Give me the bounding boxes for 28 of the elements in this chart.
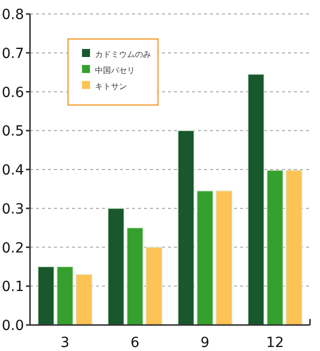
- bar: [146, 246, 162, 326]
- y-tick-label: 0.3: [2, 201, 24, 218]
- y-tick-label: 0.2: [2, 240, 24, 256]
- bar: [76, 274, 92, 326]
- y-tick-label: 0.0: [2, 318, 24, 334]
- x-tick-label: 9: [200, 335, 210, 351]
- bar: [56, 266, 74, 326]
- x-tick-label: 6: [130, 335, 140, 351]
- bar: [266, 170, 284, 326]
- y-tick-label: 0.1: [2, 279, 24, 296]
- legend-label: キトサン: [95, 82, 127, 91]
- bar: [216, 190, 232, 326]
- y-tick-label: 0.6: [2, 84, 24, 101]
- y-tick-label: 0.4: [2, 162, 24, 178]
- y-tick-label: 0.5: [2, 124, 24, 140]
- legend-label: 中国パセリ: [95, 66, 135, 75]
- bar: [108, 208, 124, 326]
- y-tick-label: 0.8: [2, 7, 24, 23]
- legend-label: カドミウムのみ: [95, 50, 151, 59]
- bar: [38, 266, 54, 326]
- bar: [178, 130, 194, 326]
- x-tick-label: 3: [60, 335, 70, 351]
- bar: [286, 170, 302, 326]
- bar: [248, 74, 264, 326]
- bar: [126, 227, 144, 326]
- x-tick-label: 12: [266, 335, 284, 351]
- bar: [196, 190, 214, 326]
- y-tick-label: 0.7: [2, 46, 24, 62]
